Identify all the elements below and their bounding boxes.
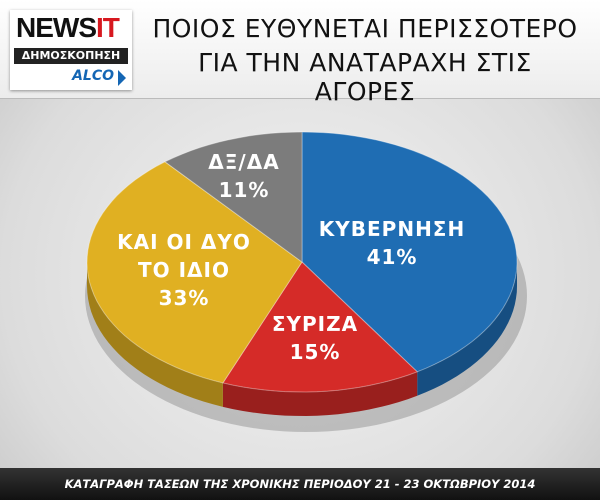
logo-arrow (118, 70, 126, 86)
logo-brand: NEWSIT (16, 12, 120, 44)
logo-brand-text: NEWS (16, 12, 97, 43)
slice-label: ΔΞ/ΔΑ 11% (204, 148, 284, 204)
logo: NEWSIT ΔΗΜΟΣΚΟΠΗΣΗ ALCO (10, 10, 132, 90)
slice (301, 131, 518, 373)
value-label: 33% (158, 286, 210, 310)
slice-side (222, 371, 418, 416)
value-label: 11% (218, 178, 270, 202)
logo-subtitle: ΔΗΜΟΣΚΟΠΗΣΗ (14, 48, 128, 64)
slice (164, 131, 303, 263)
value-label: 15% (289, 340, 341, 364)
category-label: ΔΞ/ΔΑ (208, 150, 280, 174)
chart-title: ΠΟΙΟΣ ΕΥΘΥΝΕΤΑΙ ΠΕΡΙΣΣΟΤΕΡΟ (152, 14, 578, 43)
header: NEWSIT ΔΗΜΟΣΚΟΠΗΣΗ ALCO ΠΟΙΟΣ ΕΥΘΥΝΕΤΑΙ … (0, 0, 600, 106)
value-label: 41% (366, 245, 418, 269)
slice (86, 161, 303, 384)
logo-brand-accent: IT (96, 12, 120, 43)
slice-label: ΚΥΒΕΡΝΗΣΗ 41% (302, 215, 482, 271)
slice-label: ΚΑΙ ΟΙ ΔΥΟ ΤΟ ΙΔΙΟ 33% (114, 228, 254, 312)
slice (222, 261, 419, 393)
category-label: ΚΥΒΕΡΝΗΣΗ (318, 217, 466, 241)
footnote: ΚΑΤΑΓΡΑΦΗ ΤΑΣΕΩΝ ΤΗΣ ΧΡΟΝΙΚΗΣ ΠΕΡΙΟΔΟΥ 2… (0, 468, 600, 500)
slice-side (87, 262, 223, 407)
logo-pollster: ALCO (72, 68, 114, 84)
category-label: ΣΥΡΙΖΑ (271, 312, 359, 336)
chart-title: ΓΙΑ ΤΗΝ ΑΝΑΤΑΡΑΧΗ ΣΤΙΣ ΑΓΟΡΕΣ (198, 48, 532, 106)
slice-side (417, 262, 517, 396)
category-label: ΚΑΙ ΟΙ ΔΥΟ ΤΟ ΙΔΙΟ (117, 230, 251, 282)
slice-label: ΣΥΡΙΖΑ 15% (260, 310, 370, 366)
